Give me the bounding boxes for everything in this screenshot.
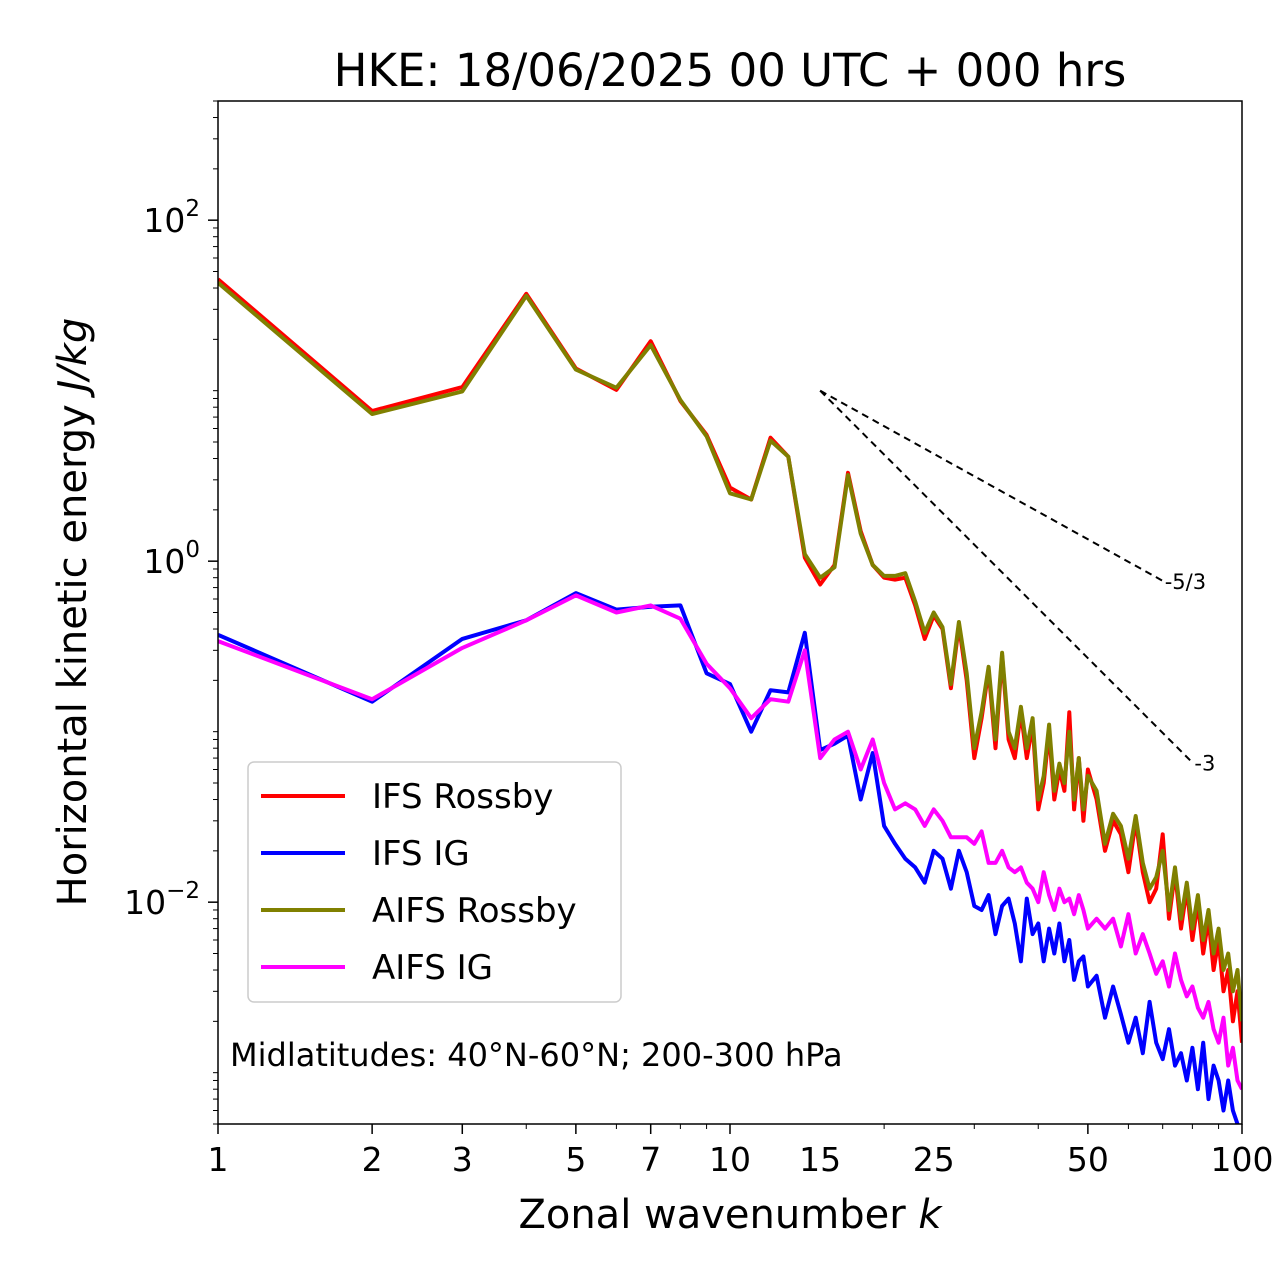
legend-label: IFS IG: [372, 834, 470, 874]
reference-line-slope-1: [819, 389, 1194, 764]
x-tick-label: 3: [452, 1140, 473, 1179]
y-tick-label: 100: [143, 537, 200, 581]
x-tick-label: 5: [565, 1140, 586, 1179]
y-axis-label: Horizontal kinetic energy J/kg: [50, 318, 96, 907]
series-line-aifs-ig: [218, 593, 1242, 1091]
y-tick-label: 102: [143, 196, 200, 240]
reference-lines: -5/3 -3: [819, 389, 1215, 776]
series-layer: [218, 277, 1242, 1124]
x-tick-label: 7: [640, 1140, 661, 1179]
legend-label: IFS Rossby: [372, 777, 553, 817]
x-tick-label: 1: [208, 1140, 229, 1179]
reference-line-label: -3: [1194, 752, 1215, 776]
reference-line-slope-0: [819, 389, 1164, 582]
chart-title: HKE: 18/06/2025 00 UTC + 000 hrs: [334, 44, 1127, 97]
x-tick-labels: 1 2 3 5 7 10 15 25 50 100: [208, 1140, 1274, 1179]
x-tick-label: 25: [913, 1140, 955, 1179]
x-axis-label: Zonal wavenumber k: [518, 1192, 943, 1238]
y-tick-labels: 102 100 10−2: [124, 196, 200, 922]
series-line-aifs-rossby: [218, 281, 1242, 1022]
legend-frame: [247, 761, 622, 1003]
plot-frame: [217, 100, 1243, 1125]
legend-label: AIFS IG: [372, 948, 493, 988]
series-line-ifs-ig: [218, 591, 1240, 1124]
region-annotation: Midlatitudes: 40°N-60°N; 200-300 hPa: [230, 1036, 843, 1074]
x-tick-label: 100: [1211, 1140, 1274, 1179]
x-tick-label: 50: [1067, 1140, 1109, 1179]
y-tick-label: 10−2: [124, 878, 200, 922]
x-tick-label: 2: [362, 1140, 383, 1179]
legend-label: AIFS Rossby: [372, 891, 577, 931]
x-tick-label: 10: [709, 1140, 751, 1179]
legend: IFS Rossby IFS IG AIFS Rossby AIFS IG: [247, 761, 622, 1003]
tick-layer: [208, 100, 1243, 1134]
x-tick-label: 15: [799, 1140, 841, 1179]
reference-line-label: -5/3: [1165, 570, 1206, 594]
